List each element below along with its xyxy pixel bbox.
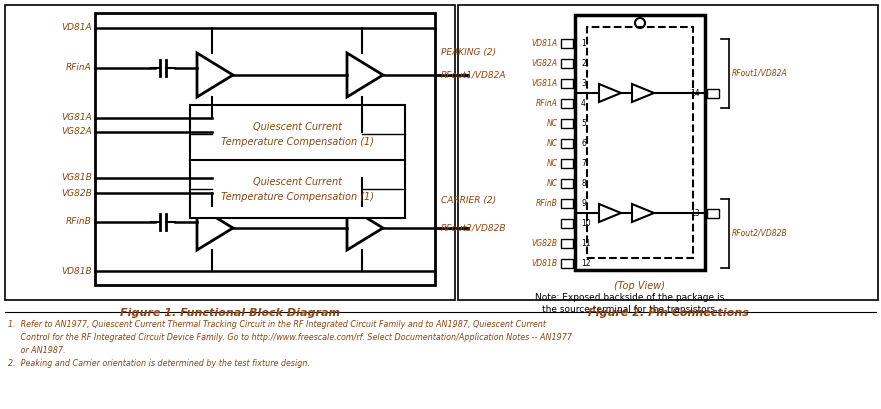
Text: 12: 12: [581, 258, 590, 267]
Bar: [707, 209, 719, 218]
Text: 13: 13: [691, 209, 700, 218]
Text: VG82A: VG82A: [532, 58, 558, 67]
Text: (Top View): (Top View): [615, 281, 665, 291]
Polygon shape: [599, 84, 621, 102]
Polygon shape: [599, 204, 621, 222]
Text: 6: 6: [581, 139, 586, 148]
Text: Figure 1. Functional Block Diagram: Figure 1. Functional Block Diagram: [120, 308, 340, 318]
Polygon shape: [197, 53, 233, 97]
Text: Temperature Compensation (1): Temperature Compensation (1): [221, 192, 374, 202]
Text: Temperature Compensation (1): Temperature Compensation (1): [221, 137, 374, 147]
Text: NC: NC: [547, 159, 558, 168]
Text: 2.  Peaking and Carrier orientation is determined by the test fixture design.: 2. Peaking and Carrier orientation is de…: [8, 359, 310, 368]
Text: 5: 5: [581, 119, 586, 128]
Text: VD81B: VD81B: [62, 267, 92, 276]
Bar: [561, 58, 573, 67]
Bar: [561, 139, 573, 148]
Bar: [561, 38, 573, 47]
Polygon shape: [347, 53, 383, 97]
Text: VG81B: VG81B: [62, 173, 92, 182]
Polygon shape: [197, 206, 233, 250]
Text: Control for the RF Integrated Circuit Device Family. Go to http://www.freescale.: Control for the RF Integrated Circuit De…: [8, 333, 572, 342]
Text: RFout2/VD82B: RFout2/VD82B: [441, 223, 507, 232]
Text: RFout1/VD82A: RFout1/VD82A: [441, 70, 507, 79]
Text: RFinA: RFinA: [537, 99, 558, 108]
Text: VD81A: VD81A: [62, 23, 92, 32]
Text: VG81A: VG81A: [62, 114, 92, 123]
Text: 2: 2: [581, 58, 586, 67]
Text: PEAKING (2): PEAKING (2): [441, 47, 496, 56]
Bar: [561, 198, 573, 207]
Bar: [707, 88, 719, 97]
Text: VG82A: VG82A: [62, 128, 92, 137]
Bar: [561, 178, 573, 187]
Bar: [587, 27, 693, 258]
Text: VD81A: VD81A: [532, 38, 558, 47]
Bar: [458, 5, 878, 300]
Text: Quiescent Current: Quiescent Current: [253, 122, 342, 132]
Text: 14: 14: [691, 88, 700, 97]
Text: NC: NC: [547, 178, 558, 187]
Text: RFinB: RFinB: [537, 198, 558, 207]
Text: 4: 4: [581, 99, 586, 108]
Bar: [190, 160, 405, 218]
Text: RFout1/VD82A: RFout1/VD82A: [732, 68, 788, 77]
Text: 7: 7: [581, 159, 586, 168]
Text: the source terminal for the transistors.: the source terminal for the transistors.: [542, 306, 718, 315]
Bar: [95, 13, 435, 285]
Text: RFout2/VD82B: RFout2/VD82B: [732, 229, 788, 238]
Bar: [561, 99, 573, 108]
Text: 8: 8: [581, 178, 586, 187]
Text: CARRIER (2): CARRIER (2): [441, 196, 496, 204]
Bar: [561, 79, 573, 88]
Text: RFinA: RFinA: [66, 63, 92, 72]
Polygon shape: [632, 204, 654, 222]
Text: Figure 2. Pin Connections: Figure 2. Pin Connections: [588, 308, 749, 318]
Bar: [575, 15, 705, 270]
Polygon shape: [347, 206, 383, 250]
Text: VG81A: VG81A: [532, 79, 558, 88]
Text: NC: NC: [547, 139, 558, 148]
Bar: [561, 159, 573, 168]
Text: 1.  Refer to AN1977, Quiescent Current Thermal Tracking Circuit in the RF Integr: 1. Refer to AN1977, Quiescent Current Th…: [8, 320, 546, 329]
Text: 3: 3: [581, 79, 586, 88]
Text: NC: NC: [547, 119, 558, 128]
Text: 9: 9: [581, 198, 586, 207]
Text: VG82B: VG82B: [532, 238, 558, 247]
Bar: [190, 105, 405, 163]
Bar: [561, 258, 573, 267]
Polygon shape: [632, 84, 654, 102]
Bar: [561, 218, 573, 227]
Text: Note: Exposed backside of the package is: Note: Exposed backside of the package is: [536, 294, 725, 303]
Text: 10: 10: [581, 218, 590, 227]
Text: VG82B: VG82B: [62, 189, 92, 198]
Text: 1: 1: [581, 38, 586, 47]
Bar: [561, 119, 573, 128]
Text: Quiescent Current: Quiescent Current: [253, 177, 342, 187]
Text: 11: 11: [581, 238, 590, 247]
Bar: [561, 238, 573, 247]
Text: or AN1987.: or AN1987.: [8, 346, 65, 355]
Bar: [5, 5, 455, 300]
Text: VD81B: VD81B: [532, 258, 558, 267]
Text: RFinB: RFinB: [66, 218, 92, 227]
